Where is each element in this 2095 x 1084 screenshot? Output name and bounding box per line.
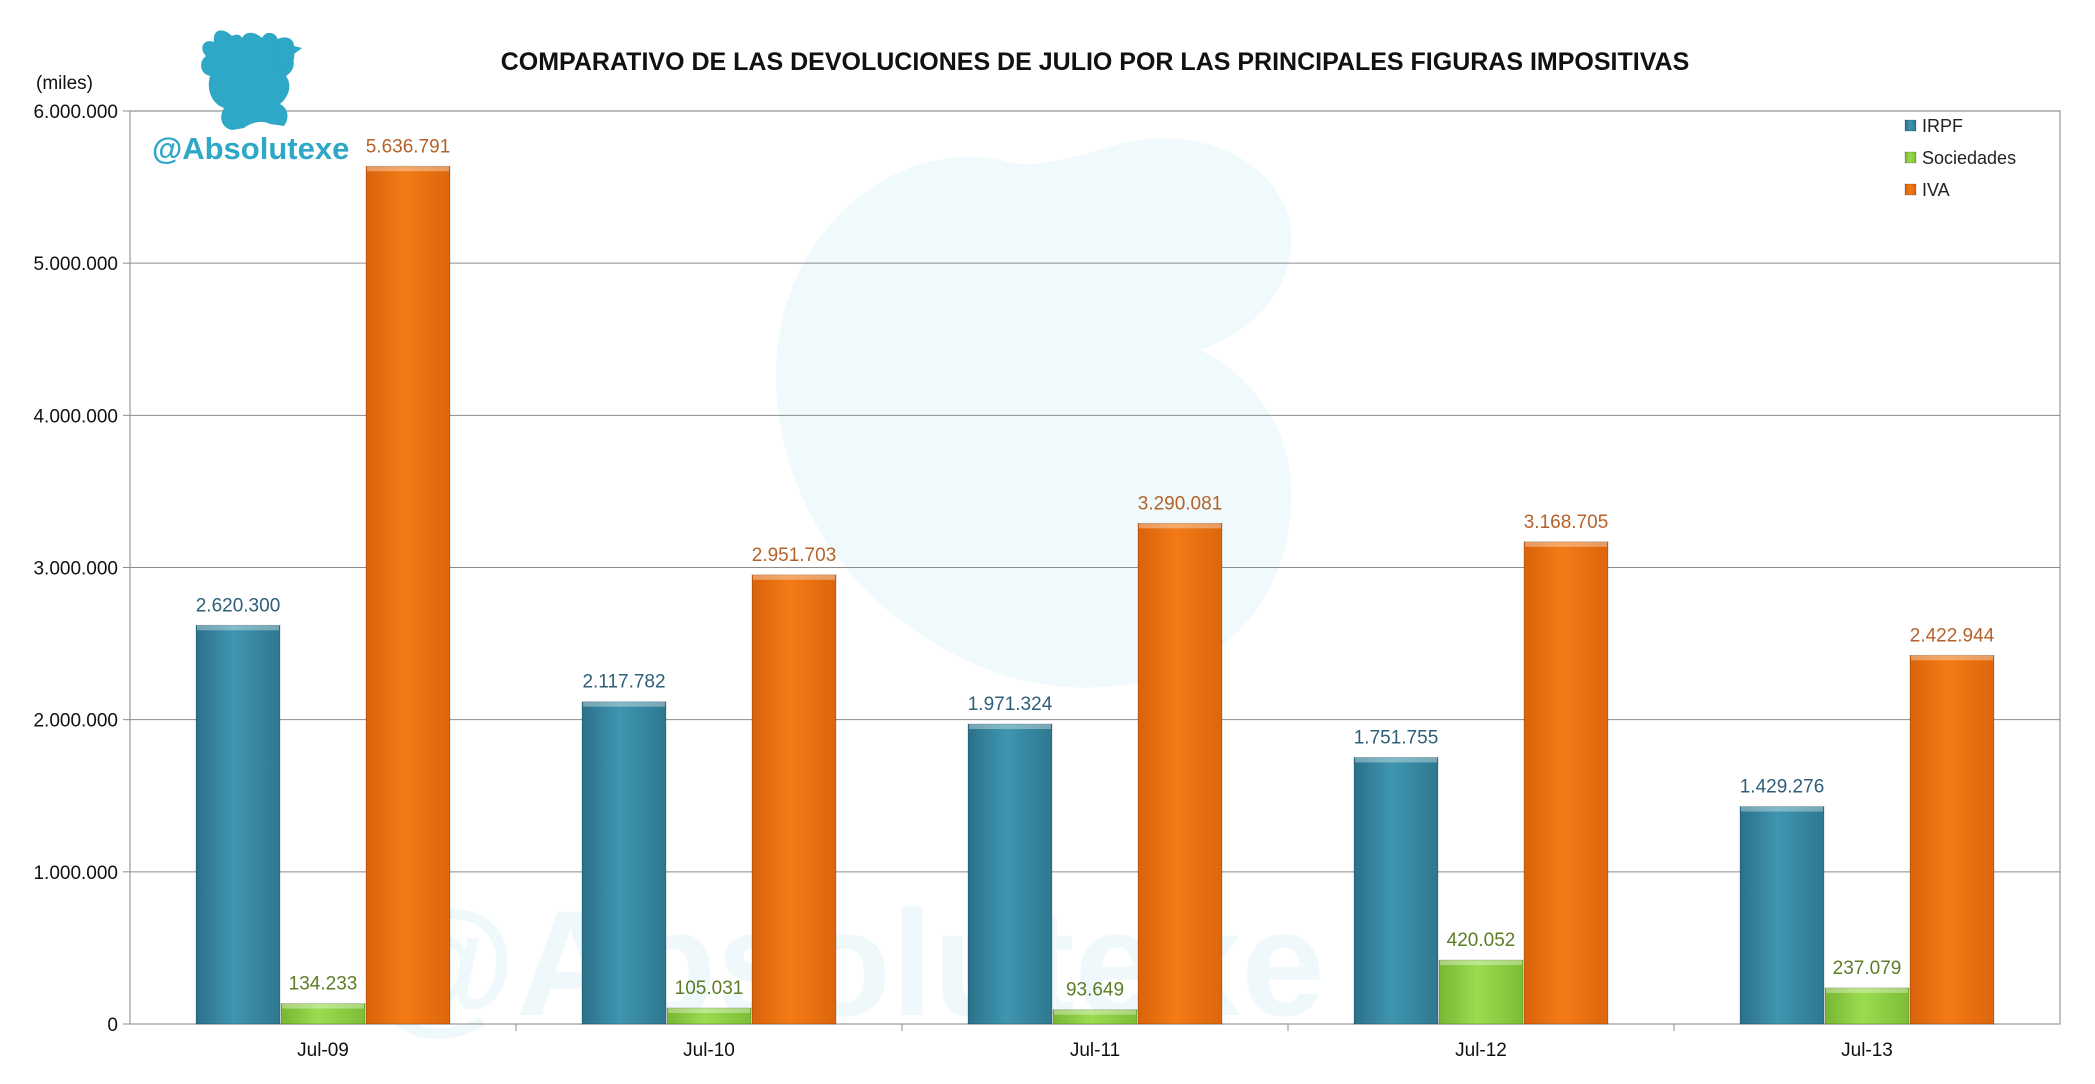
data-label-sociedades: 93.649 [1066,980,1124,1001]
legend-swatch-irpf [1904,119,1917,132]
bar-sociedades-jul-13 [1824,987,1910,1025]
bar-irpf-jul-11 [967,723,1053,1025]
bar-highlight [1139,523,1221,529]
data-labels: 2.620.300 134.233 5.636.791 2.117.782 105.03… [196,136,1995,1000]
bars [195,165,1995,1025]
bar-highlight [1054,1009,1136,1015]
data-label-iva: 2.951.703 [752,545,837,566]
legend-label-sociedades: Sociedades [1922,148,2016,168]
data-label-irpf: 2.620.300 [196,595,281,616]
data-label-irpf: 2.117.782 [582,672,665,693]
bar-highlight [969,724,1051,730]
data-label-irpf: 1.751.755 [1354,727,1439,748]
x-tick-label: Jul-11 [1070,1040,1120,1061]
bar-sociedades-jul-10 [666,1007,752,1025]
data-label-iva: 3.168.705 [1524,512,1609,533]
y-tick-label: 2.000.000 [33,711,118,732]
data-label-iva: 3.290.081 [1138,493,1223,514]
bar-highlight [753,574,835,580]
griffin-logo-icon [201,30,294,130]
bar-irpf-jul-09 [195,624,281,1025]
bar-irpf-jul-13 [1739,806,1825,1025]
x-tick-label: Jul-13 [1841,1040,1893,1061]
data-label-irpf: 1.971.324 [968,694,1053,715]
bar-iva-jul-09 [365,165,451,1025]
y-tick-label: 0 [107,1015,118,1036]
bar-irpf-jul-12 [1353,757,1439,1025]
bar-highlight [583,701,665,707]
bar-iva-jul-13 [1909,654,1995,1025]
bar-sociedades-jul-09 [280,1003,366,1025]
data-label-iva: 2.422.944 [1910,625,1995,646]
legend-label-irpf: IRPF [1922,116,1963,136]
legend-label-iva: IVA [1922,180,1950,200]
y-tick-label: 1.000.000 [33,863,118,884]
data-label-iva: 5.636.791 [366,136,451,157]
bar-highlight [1355,757,1437,763]
bar-highlight [1741,806,1823,812]
y-tick-label: 6.000.000 [33,102,118,123]
bar-highlight [367,166,449,172]
bar-highlight [668,1008,750,1014]
bar-highlight [282,1003,364,1009]
bar-iva-jul-11 [1137,522,1223,1025]
legend-swatch-sociedades [1904,151,1917,164]
x-tick-label: Jul-09 [297,1040,349,1061]
x-tick-label: Jul-10 [683,1040,735,1061]
y-tick-label: 4.000.000 [33,406,118,427]
brand-text: @Absolutexe [152,131,349,166]
data-label-sociedades: 134.233 [289,974,358,995]
y-tick-label: 3.000.000 [33,559,118,580]
unit-label: (miles) [36,73,93,94]
data-label-irpf: 1.429.276 [1740,777,1825,798]
data-label-sociedades: 237.079 [1833,958,1902,979]
griffin-head-icon [272,37,302,68]
data-label-sociedades: 105.031 [675,978,744,999]
bar-sociedades-jul-12 [1438,959,1524,1025]
bar-highlight [1911,655,1993,661]
data-label-sociedades: 420.052 [1447,930,1516,951]
bar-highlight [1826,987,1908,993]
legend: IRPF Sociedades IVA [1904,116,2016,200]
legend-swatch-iva [1904,183,1917,196]
brand-logo: @Absolutexe [152,30,349,166]
bar-highlight [1525,541,1607,547]
x-tick-label: Jul-12 [1455,1040,1507,1061]
x-axis: Jul-09 Jul-10 Jul-11 Jul-12 Jul-13 [297,1024,1893,1061]
chart-title: COMPARATIVO DE LAS DEVOLUCIONES DE JULIO… [501,48,1690,76]
bar-iva-jul-10 [751,574,837,1025]
bar-irpf-jul-10 [581,701,667,1025]
bar-highlight [197,625,279,631]
y-tick-label: 5.000.000 [33,254,118,275]
bar-iva-jul-12 [1523,541,1609,1025]
gridlines [129,110,2061,1025]
y-axis: 0 1.000.000 2.000.000 3.000.000 4.000.000 5.0… [33,102,130,1036]
bar-highlight [1440,960,1522,966]
bar-sociedades-jul-11 [1052,1009,1138,1025]
